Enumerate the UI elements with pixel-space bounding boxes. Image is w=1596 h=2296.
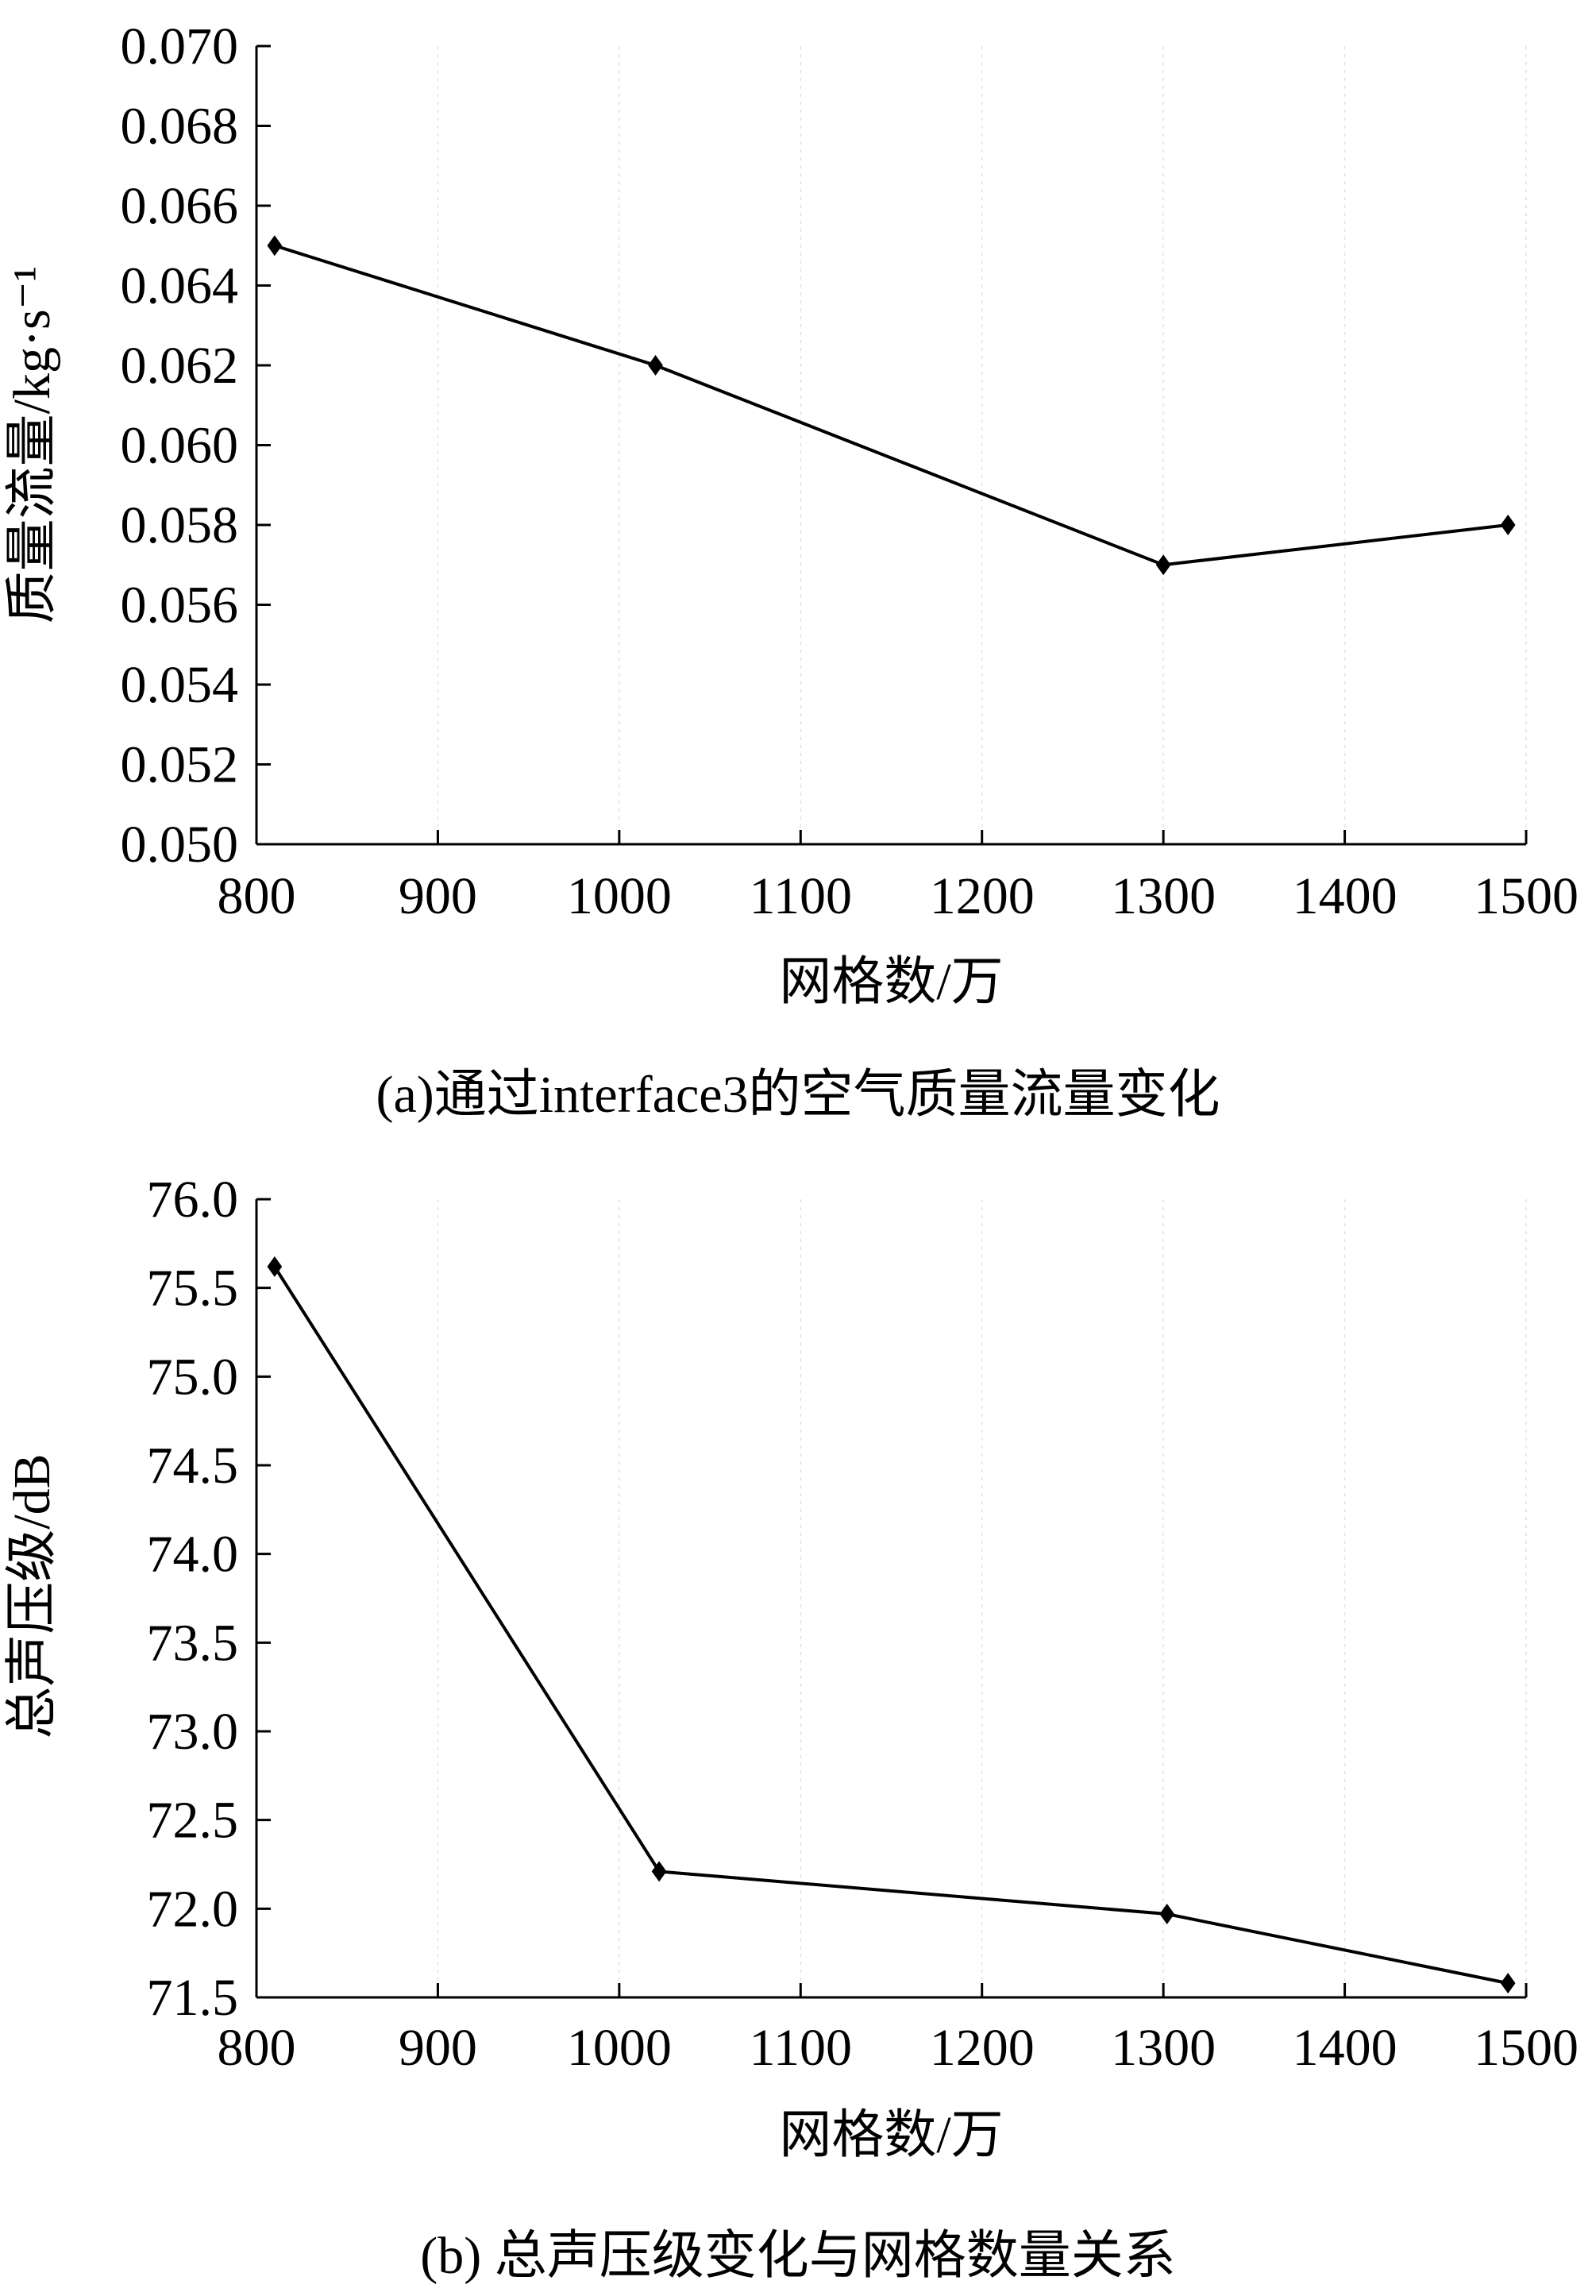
chart-caption: (b) 总声压级变化与网格数量关系 bbox=[420, 2227, 1175, 2285]
x-tick-label: 1400 bbox=[1293, 867, 1397, 925]
y-tick-label: 0.058 bbox=[121, 496, 239, 554]
x-tick-label: 1000 bbox=[567, 867, 672, 925]
x-tick-label: 1200 bbox=[930, 867, 1035, 925]
y-tick-label: 72.5 bbox=[147, 1792, 239, 1850]
x-tick-label: 900 bbox=[399, 867, 477, 925]
series-line bbox=[273, 1265, 1509, 1985]
x-tick-label: 1200 bbox=[930, 2019, 1035, 2077]
x-tick-label: 1300 bbox=[1111, 867, 1216, 925]
x-axis-title: 网格数/万 bbox=[779, 953, 1003, 1011]
y-tick-label: 72.0 bbox=[147, 1880, 239, 1938]
data-point bbox=[648, 355, 663, 376]
y-tick-label: 0.050 bbox=[121, 816, 239, 874]
y-tick-label: 75.0 bbox=[147, 1348, 239, 1406]
data-point bbox=[651, 1861, 667, 1882]
y-tick-label: 0.052 bbox=[121, 736, 239, 794]
y-tick-label: 0.066 bbox=[121, 177, 239, 235]
y-tick-label: 71.5 bbox=[147, 1969, 239, 2027]
y-tick-label: 73.0 bbox=[147, 1703, 239, 1761]
data-point bbox=[1159, 1904, 1175, 1925]
y-tick-label: 0.070 bbox=[121, 17, 239, 75]
series-line bbox=[274, 244, 1509, 567]
x-tick-label: 1400 bbox=[1293, 2019, 1397, 2077]
x-tick-label: 1100 bbox=[750, 2019, 853, 2077]
x-tick-label: 1000 bbox=[567, 2019, 672, 2077]
data-point bbox=[267, 1256, 283, 1277]
y-axis-title: 质量流量/kg·s⁻¹ bbox=[3, 266, 61, 624]
data-point bbox=[1500, 1973, 1516, 1994]
y-tick-label: 0.054 bbox=[121, 656, 239, 714]
data-point bbox=[1500, 515, 1516, 535]
x-tick-label: 1500 bbox=[1474, 867, 1579, 925]
y-tick-label: 0.056 bbox=[121, 577, 239, 635]
y-tick-label: 0.062 bbox=[121, 337, 239, 395]
x-tick-label: 900 bbox=[399, 2019, 477, 2077]
x-tick-label: 1300 bbox=[1111, 2019, 1216, 2077]
x-tick-label: 1100 bbox=[750, 867, 853, 925]
x-axis-title: 网格数/万 bbox=[779, 2106, 1003, 2164]
data-point bbox=[267, 235, 283, 257]
chart-caption: (a)通过interface3的空气质量流量变化 bbox=[376, 1066, 1220, 1124]
chart-a: 0.050 0.052 0.054 0.056 0.058 0.060 0.062 0.064… bbox=[3, 17, 1579, 1124]
y-tick-label: 74.5 bbox=[147, 1437, 239, 1495]
y-tick-label: 74.0 bbox=[147, 1526, 239, 1584]
y-tick-label: 0.060 bbox=[121, 417, 239, 475]
chart-b: 71.5 72.0 72.5 73.0 73.5 74.0 74.5 75.0 75.5 76.0… bbox=[3, 1171, 1579, 2285]
x-tick-label: 800 bbox=[218, 2019, 296, 2077]
y-tick-label: 73.5 bbox=[147, 1614, 239, 1672]
x-tick-label: 800 bbox=[218, 867, 296, 925]
y-tick-label: 0.064 bbox=[121, 257, 239, 315]
y-axis-title: 总声压级/dB bbox=[3, 1453, 61, 1738]
y-tick-label: 76.0 bbox=[147, 1171, 239, 1229]
x-tick-label: 1500 bbox=[1474, 2019, 1579, 2077]
data-point bbox=[1155, 554, 1171, 576]
y-tick-label: 75.5 bbox=[147, 1260, 239, 1318]
y-tick-label: 0.068 bbox=[121, 98, 239, 156]
